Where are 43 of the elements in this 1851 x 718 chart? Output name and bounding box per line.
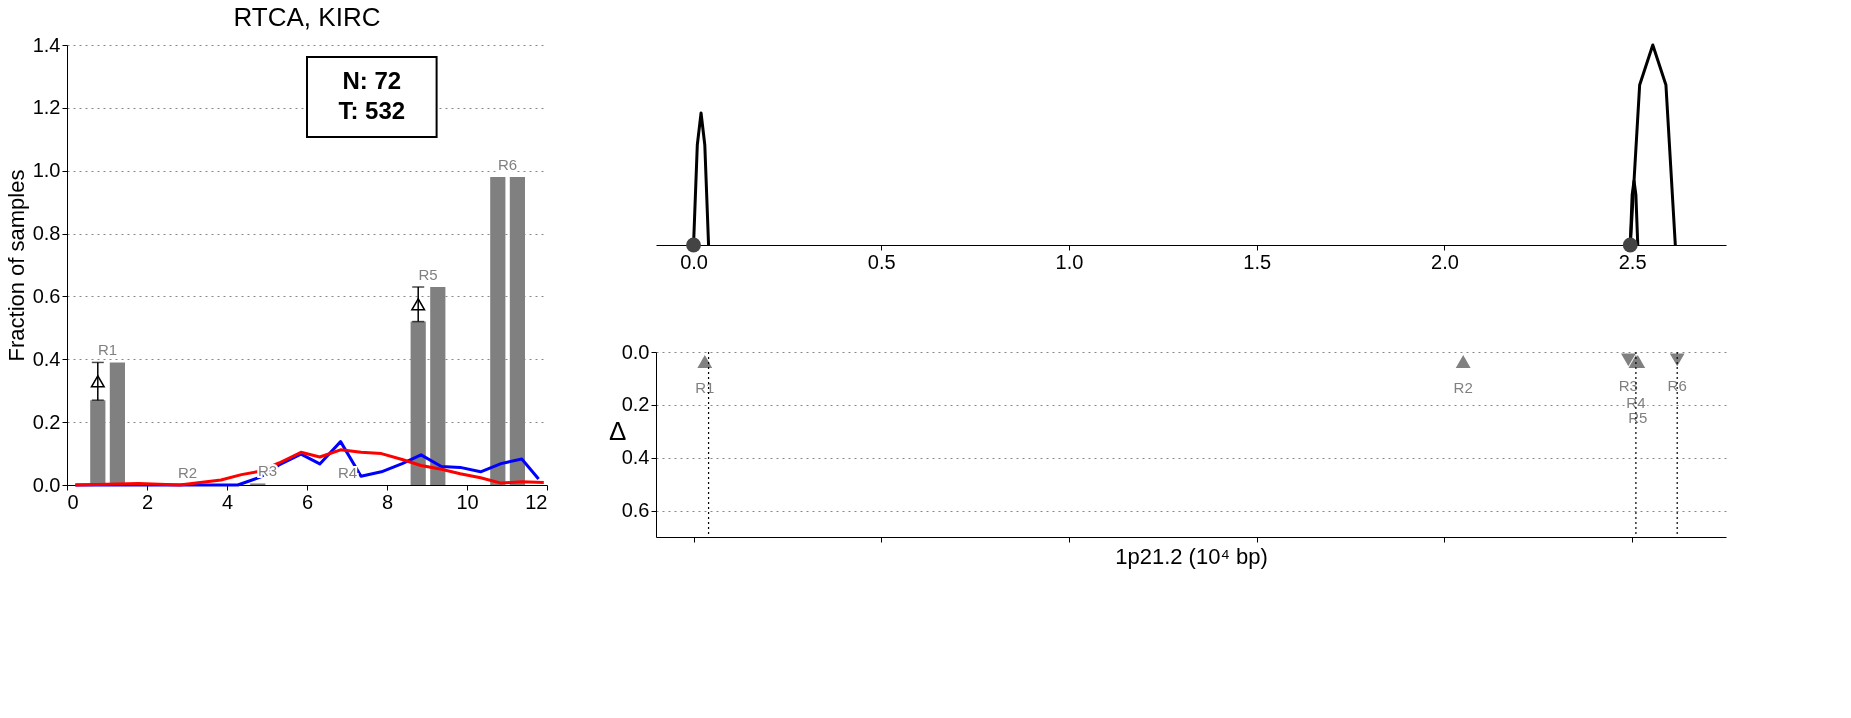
legend-label: R4 — [338, 464, 358, 481]
x-tick-label: 2.0 — [1431, 250, 1459, 273]
y-tick-label: 0.0 — [621, 340, 650, 363]
x-tick-label: 2.5 — [1618, 250, 1647, 273]
y-tick-label: 1.2 — [32, 96, 61, 119]
y-tick-label: 0.4 — [621, 446, 650, 469]
x-tick-label: 12 — [525, 490, 548, 513]
series-label: R3 — [1618, 376, 1638, 394]
chart-title: RTCA, KIRC — [233, 2, 381, 32]
y-tick-label: 0.8 — [32, 222, 61, 245]
series-label: R4 — [1626, 393, 1646, 411]
x-tick-label: 8 — [381, 490, 394, 513]
series-label: R5 — [418, 266, 438, 283]
x-tick-label: 1.0 — [1055, 250, 1084, 273]
x-tick-label: 2 — [141, 490, 154, 513]
x-tick-label: 1.5 — [1243, 250, 1272, 273]
y-axis-title: Fraction of samples — [3, 169, 29, 362]
x-tick-label: 0.0 — [680, 250, 708, 273]
y-tick-label: 0.2 — [621, 393, 650, 416]
series-label: R3 — [258, 462, 278, 480]
x-axis-title: 1p21.2 (10⁴ bp) — [1115, 544, 1268, 569]
series-label: R6 — [1667, 376, 1687, 394]
series-label: R1 — [98, 341, 118, 359]
y-tick-label: 1.4 — [32, 33, 61, 56]
x-tick-label: 0.5 — [867, 250, 896, 273]
annotation: T: 532 — [338, 97, 406, 124]
x-tick-label: 4 — [221, 490, 234, 513]
y-axis-title: Δ — [609, 416, 627, 446]
legend-label: R2 — [178, 464, 198, 481]
y-tick-label: 0.0 — [32, 473, 61, 496]
series-label: R1 — [695, 378, 715, 396]
y-tick-label: 1.0 — [32, 159, 61, 182]
series-label: R2 — [1453, 378, 1473, 396]
y-tick-label: 0.2 — [32, 410, 61, 433]
y-tick-label: 0.6 — [621, 499, 650, 522]
annotation: N: 72 — [342, 67, 402, 94]
y-tick-label: 0.4 — [32, 347, 61, 370]
series-label: R6 — [498, 156, 518, 173]
x-tick-label: 10 — [456, 490, 479, 513]
y-tick-label: 0.6 — [32, 284, 61, 307]
x-tick-label: 0 — [67, 490, 79, 513]
x-tick-label: 6 — [301, 490, 314, 513]
text: R5 — [1628, 408, 1648, 426]
